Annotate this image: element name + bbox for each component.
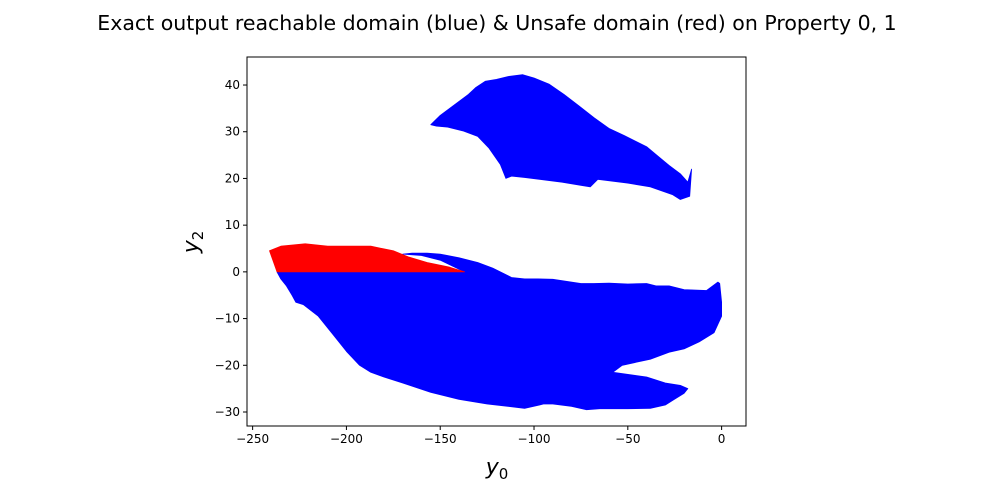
x-tick-label: −100 <box>518 432 551 446</box>
y-axis-ticks: −30 −20 −10 0 10 20 30 40 <box>215 78 247 419</box>
y-tick-label: 10 <box>225 218 240 232</box>
y-axis-label-base: y <box>179 239 204 254</box>
x-tick-label: −250 <box>236 432 269 446</box>
reachable-domain-region-1 <box>276 252 722 411</box>
x-axis-ticks: −250 −200 −150 −100 −50 0 <box>236 426 725 446</box>
x-tick-label: −200 <box>330 432 363 446</box>
y-tick-label: −10 <box>215 312 240 326</box>
y-tick-label: 30 <box>225 125 240 139</box>
y-tick-label: 40 <box>225 78 240 92</box>
y-axis-label: y2 <box>179 231 207 255</box>
x-tick-label: −50 <box>615 432 640 446</box>
x-tick-label: −150 <box>424 432 457 446</box>
x-tick-label: 0 <box>718 432 726 446</box>
y-tick-label: −30 <box>215 405 240 419</box>
y-tick-label: −20 <box>215 358 240 372</box>
x-axis-label-sub: 0 <box>499 465 509 483</box>
reachable-domain-region-0 <box>430 74 692 200</box>
plot-frame <box>246 56 747 427</box>
y-tick-label: 20 <box>225 171 240 185</box>
y-tick-label: 0 <box>232 265 240 279</box>
regions-layer <box>269 74 722 411</box>
x-axis-label-base: y <box>485 455 500 480</box>
x-axis-label: y0 <box>485 455 509 483</box>
chart-title: Exact output reachable domain (blue) & U… <box>97 11 896 35</box>
unsafe-domain-region-2 <box>269 243 466 273</box>
y-axis-label-sub: 2 <box>189 231 207 241</box>
